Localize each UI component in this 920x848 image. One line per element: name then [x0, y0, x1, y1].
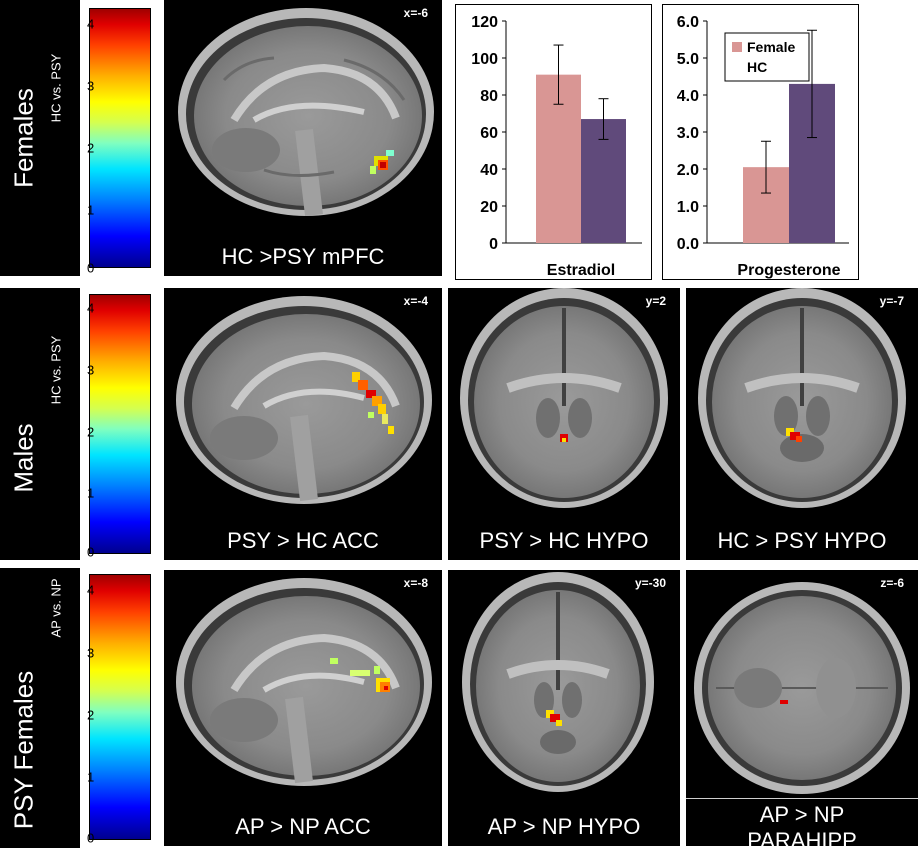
brain-panel-sagittal-mpfc: x=-6 HC >PSY mPFC	[164, 0, 442, 276]
row-sub-label: HC vs. PSY	[48, 335, 64, 405]
panel-caption: AP > NP ACC	[235, 814, 371, 839]
brain-panel-coronal-hypo-y2: y=2 PSY > HC HYPO	[448, 288, 680, 560]
y-tick-label: 0.0	[677, 236, 699, 253]
colorbar-tick: 2	[87, 424, 95, 440]
y-tick-label: 100	[471, 51, 498, 68]
colorbar-tick: 4	[87, 16, 95, 32]
y-tick-label: 120	[471, 14, 498, 31]
row-label-males: Males HC vs. PSY	[0, 288, 80, 560]
brain-sagittal-image	[176, 296, 432, 504]
colorbar-tick: 1	[87, 485, 95, 501]
colorbar-tick: 2	[87, 140, 95, 156]
legend-entry: HC	[747, 59, 767, 75]
brain-sagittal-image	[178, 8, 434, 217]
brain-panel-coronal-hypo-ym7: y=-7 HC > PSY HYPO	[686, 288, 918, 560]
x-axis-label: Estradiol	[547, 262, 615, 279]
colorbar-gradient	[89, 294, 151, 554]
brain-coronal-image	[460, 288, 668, 508]
row-label-females: Females HC vs. PSY	[0, 0, 80, 276]
colorbar-tick: 0	[87, 830, 95, 846]
colorbar-tick: 4	[87, 300, 95, 316]
panel-divider-line	[686, 798, 918, 799]
row-main-label: Females	[8, 88, 39, 188]
colorbar-tick: 3	[87, 78, 95, 94]
colorbar-gradient	[89, 8, 151, 268]
y-tick-label: 80	[480, 88, 498, 105]
brain-panel-sagittal-acc: x=-4 PSY > HC ACC	[164, 288, 442, 560]
y-tick-label: 0	[489, 236, 498, 253]
slice-coordinate: y=2	[645, 294, 666, 308]
brain-coronal-image	[698, 288, 906, 508]
slice-coordinate: y=-7	[879, 294, 904, 308]
y-tick-label: 20	[480, 199, 498, 216]
panel-caption: HC >PSY mPFC	[221, 244, 385, 269]
colorbar-gradient	[89, 574, 151, 840]
panel-caption-line-2: PARAHIPP	[747, 828, 857, 846]
legend-swatch	[732, 42, 742, 52]
row-sub-label: AP vs. NP	[48, 578, 64, 638]
y-tick-label: 5.0	[677, 51, 699, 68]
brain-axial-image	[694, 582, 910, 794]
y-tick-label: 60	[480, 125, 498, 142]
colorbar: 4 3 2 1 0	[82, 2, 160, 276]
colorbar-tick: 3	[87, 645, 95, 661]
row-sub-label: HC vs. PSY	[48, 53, 64, 123]
y-tick-label: 4.0	[677, 88, 699, 105]
panel-caption: AP > NP HYPO	[487, 814, 641, 839]
colorbar-tick: 4	[87, 582, 95, 598]
colorbar-tick: 1	[87, 202, 95, 218]
slice-coordinate: x=-4	[403, 294, 428, 308]
colorbar: 4 3 2 1 0	[82, 568, 160, 846]
panel-caption-line-1: AP > NP	[759, 802, 845, 827]
legend-entry: Female	[747, 39, 795, 55]
slice-coordinate: x=-6	[403, 6, 428, 20]
progesterone-chart: 0.0 1.0 2.0 3.0 4.0 5.0 6.0 Progesterone Female H…	[662, 4, 859, 280]
panel-caption: PSY > HC ACC	[227, 528, 379, 553]
brain-panel-axial-parahipp: z=-6 AP > NP PARAHIPP	[686, 570, 918, 846]
colorbar-tick: 0	[87, 544, 95, 560]
x-axis-label: Progesterone	[737, 262, 840, 279]
y-tick-label: 2.0	[677, 162, 699, 179]
slice-coordinate: y=-30	[634, 576, 666, 590]
colorbar-tick: 2	[87, 707, 95, 723]
y-tick-label: 40	[480, 162, 498, 179]
panel-caption: HC > PSY HYPO	[717, 528, 887, 553]
brain-panel-sagittal-acc-ap: x=-8 AP > NP ACC	[164, 570, 442, 846]
progesterone-chart-svg: 0.0 1.0 2.0 3.0 4.0 5.0 6.0 Progesterone Female H…	[677, 14, 849, 279]
estradiol-chart-svg: 0 20 40 60 80 100 120 Estradiol	[471, 14, 642, 279]
colorbar-tick: 1	[87, 769, 95, 785]
colorbar-tick: 0	[87, 260, 95, 276]
y-tick-label: 3.0	[677, 125, 699, 142]
panel-caption: AP > NP PARAHIPP	[686, 802, 918, 846]
row-label-psy-females: PSY Females AP vs. NP	[0, 568, 80, 848]
brain-sagittal-image	[176, 578, 432, 786]
brain-panel-coronal-hypo-ym30: y=-30 AP > NP HYPO	[448, 570, 680, 846]
estradiol-chart: 0 20 40 60 80 100 120 Estradiol	[455, 4, 652, 280]
brain-coronal-image	[462, 572, 654, 792]
panel-caption: PSY > HC HYPO	[479, 528, 649, 553]
slice-coordinate: z=-6	[880, 576, 904, 590]
row-main-label: Males	[8, 423, 39, 493]
y-tick-label: 6.0	[677, 14, 699, 31]
colorbar: 4 3 2 1 0	[82, 288, 160, 560]
colorbar-tick: 3	[87, 362, 95, 378]
legend-box	[724, 32, 810, 82]
slice-coordinate: x=-8	[403, 576, 428, 590]
row-main-label: PSY Females	[8, 670, 39, 830]
y-tick-label: 1.0	[677, 199, 699, 216]
